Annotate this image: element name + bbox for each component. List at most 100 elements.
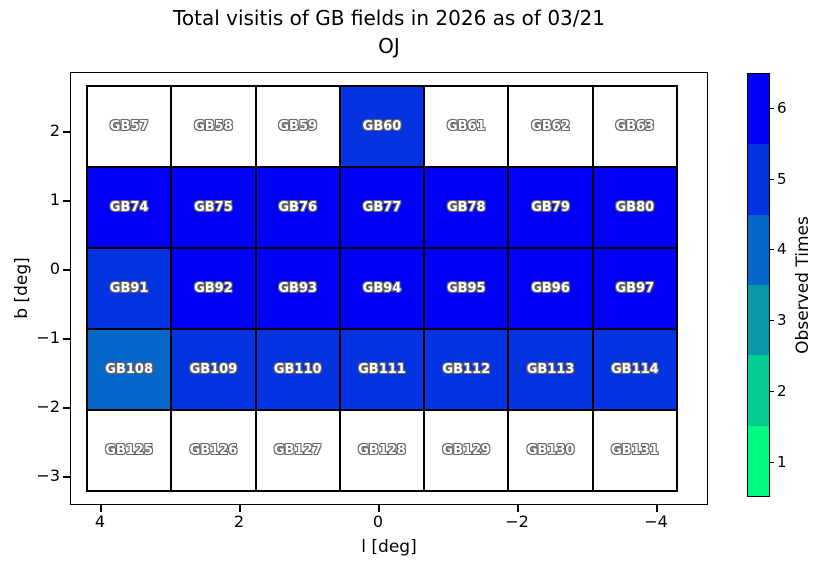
colorbar-label: Observed Times <box>793 216 813 354</box>
colorbar-tick-label: 2 <box>777 382 787 400</box>
field-cell-GB60: GB60 <box>339 86 425 167</box>
field-cell-GB131: GB131 <box>592 410 677 491</box>
field-label: GB62 <box>531 119 570 134</box>
field-cell-GB127: GB127 <box>255 410 340 491</box>
field-cell-GB78: GB78 <box>424 167 509 248</box>
colorbar-tick-mark <box>770 108 774 110</box>
field-cell-GB93: GB93 <box>255 248 340 329</box>
colorbar-segment <box>748 284 769 356</box>
y-tick-label: 2 <box>49 121 60 140</box>
field-cell-GB114: GB114 <box>592 329 677 410</box>
field-cell-GB62: GB62 <box>508 86 593 167</box>
colorbar-segment <box>748 425 769 496</box>
field-cell-GB110: GB110 <box>255 329 340 410</box>
colorbar-tick-label: 6 <box>777 99 787 117</box>
colorbar-tick-mark <box>770 179 774 181</box>
field-label: GB59 <box>278 119 318 134</box>
x-axis-label: l [deg] <box>361 537 417 557</box>
field-cell-GB97: GB97 <box>592 248 677 329</box>
field-cell-GB111: GB111 <box>339 329 425 410</box>
colorbar-tick-mark <box>770 249 774 251</box>
field-cell-GB92: GB92 <box>171 248 256 329</box>
field-cell-GB74: GB74 <box>87 167 172 248</box>
field-grid: GB57 GB58 GB59 GB60 GB61 GB62 GB63 GB74 GB75 GB76… <box>86 85 678 492</box>
field-cell-GB77: GB77 <box>339 167 425 248</box>
field-cell-GB113: GB113 <box>508 329 593 410</box>
field-label: GB92 <box>194 281 233 296</box>
x-tick-mark <box>239 505 241 512</box>
field-label: GB78 <box>446 200 486 215</box>
field-cell-GB79: GB79 <box>508 167 593 248</box>
colorbar-tick-label: 5 <box>777 170 787 188</box>
field-label: GB108 <box>105 362 153 377</box>
field-cell-GB129: GB129 <box>424 410 509 491</box>
y-tick-mark <box>63 338 70 340</box>
field-label: GB126 <box>189 443 238 458</box>
x-tick-label: −4 <box>644 512 668 531</box>
field-label: GB127 <box>273 443 322 458</box>
field-label: GB96 <box>531 281 570 296</box>
field-cell-GB130: GB130 <box>508 410 593 491</box>
field-label: GB95 <box>446 281 486 296</box>
field-label: GB109 <box>189 362 238 377</box>
field-label: GB57 <box>109 119 149 134</box>
colorbar-segment <box>748 144 769 215</box>
colorbar-tick-mark <box>770 391 774 393</box>
field-cell-GB126: GB126 <box>171 410 256 491</box>
field-cell-GB108: GB108 <box>87 329 172 410</box>
field-label: GB97 <box>615 281 655 296</box>
y-tick-label: −1 <box>36 328 60 347</box>
x-tick-mark <box>656 505 658 512</box>
field-label: GB131 <box>610 443 659 458</box>
field-cell-GB63: GB63 <box>592 86 677 167</box>
x-tick-label: 0 <box>372 512 384 531</box>
colorbar-segment <box>748 74 769 145</box>
field-cell-GB76: GB76 <box>255 167 340 248</box>
field-label: GB60 <box>362 119 402 134</box>
field-cell-GB128: GB128 <box>339 410 425 491</box>
field-label: GB77 <box>362 200 402 215</box>
field-label: GB74 <box>109 200 149 215</box>
colorbar-tick-label: 4 <box>777 240 787 258</box>
field-cell-GB80: GB80 <box>592 167 677 248</box>
field-label: GB75 <box>194 200 233 215</box>
x-tick-mark <box>100 505 102 512</box>
y-tick-mark <box>63 407 70 409</box>
x-tick-label: 4 <box>94 512 106 531</box>
field-cell-GB125: GB125 <box>87 410 172 491</box>
y-tick-label: −3 <box>36 466 60 485</box>
field-label: GB61 <box>446 119 486 134</box>
field-label: GB128 <box>358 443 406 458</box>
colorbar-tick-mark <box>770 320 774 322</box>
field-label: GB58 <box>194 119 233 134</box>
colorbar-tick-label: 1 <box>777 453 787 471</box>
field-cell-GB112: GB112 <box>424 329 509 410</box>
field-cell-GB61: GB61 <box>424 86 509 167</box>
y-tick-mark <box>63 269 70 271</box>
chart-title: Total visitis of GB fields in 2026 as of… <box>173 6 605 30</box>
y-axis-label: b [deg] <box>12 257 32 319</box>
field-cell-GB109: GB109 <box>171 329 256 410</box>
field-label: GB76 <box>278 200 318 215</box>
y-tick-mark <box>63 200 70 202</box>
field-label: GB93 <box>278 281 318 296</box>
field-label: GB79 <box>531 200 570 215</box>
colorbar-tick-label: 3 <box>777 311 787 329</box>
field-label: GB110 <box>273 362 322 377</box>
y-tick-label: 0 <box>49 259 60 278</box>
field-cell-GB96: GB96 <box>508 248 593 329</box>
field-cell-GB58: GB58 <box>171 86 256 167</box>
field-cell-GB57: GB57 <box>87 86 172 167</box>
colorbar-segment <box>748 355 769 426</box>
field-label: GB113 <box>526 362 575 377</box>
x-tick-mark <box>378 505 380 512</box>
field-label: GB130 <box>526 443 575 458</box>
colorbar-segment <box>748 214 769 285</box>
field-cell-GB91: GB91 <box>87 248 172 329</box>
field-label: GB112 <box>442 362 491 377</box>
y-tick-label: 1 <box>49 190 60 209</box>
field-cell-GB94: GB94 <box>339 248 425 329</box>
colorbar-tick-mark <box>770 462 774 464</box>
x-tick-mark <box>517 505 519 512</box>
